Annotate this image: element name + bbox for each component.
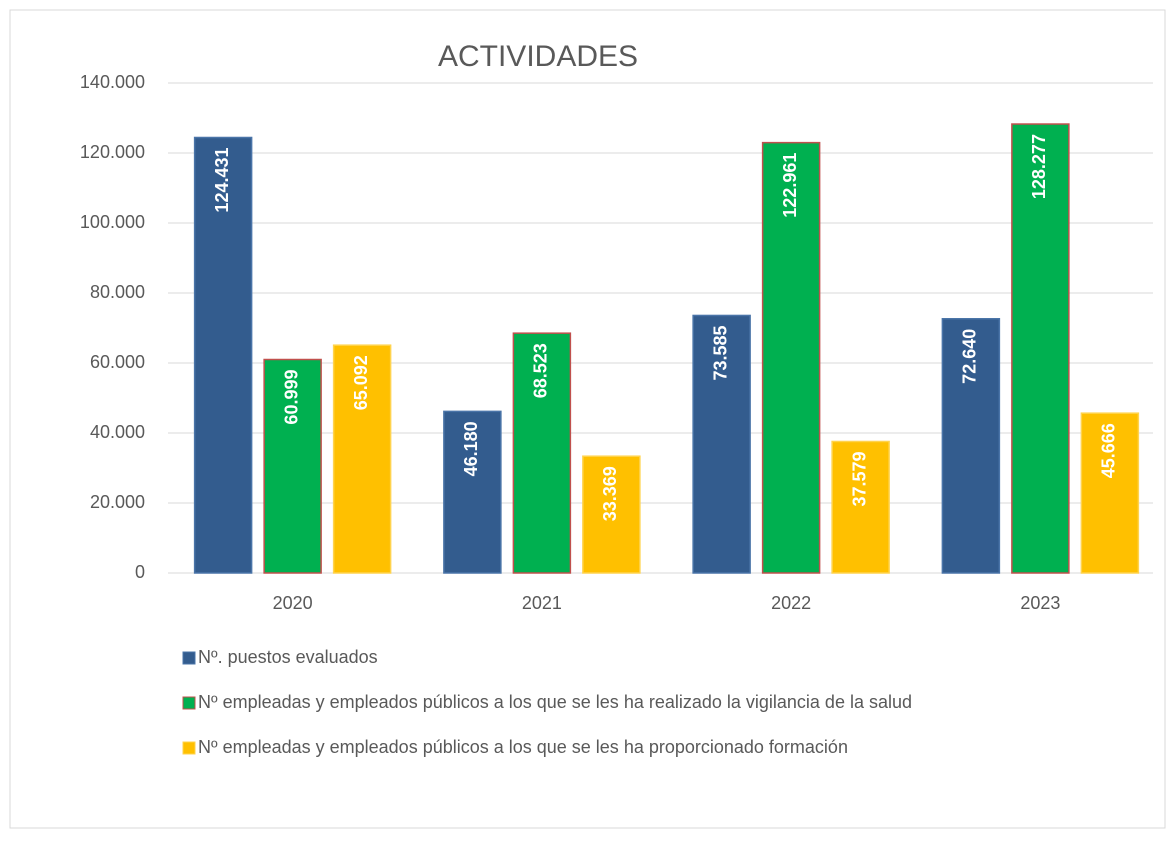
y-tick-label: 100.000: [80, 212, 145, 232]
bar: [831, 440, 890, 574]
chart-title: ACTIVIDADES: [438, 40, 638, 73]
y-tick-label: 60.000: [90, 352, 145, 372]
bar: [512, 332, 572, 574]
data-label: 68.523: [531, 343, 551, 398]
x-tick-label: 2022: [771, 593, 811, 613]
y-tick-label: 140.000: [80, 72, 145, 92]
data-label: 45.666: [1099, 423, 1119, 478]
data-label: 73.585: [710, 325, 730, 380]
y-tick-label: 80.000: [90, 282, 145, 302]
y-tick-label: 20.000: [90, 492, 145, 512]
data-label: 33.369: [600, 466, 620, 521]
bar: [1080, 412, 1140, 574]
bar: [692, 314, 751, 574]
data-label: 124.431: [212, 147, 232, 212]
bar: [941, 318, 1001, 574]
x-tick-label: 2021: [522, 593, 562, 613]
x-tick-label: 2020: [273, 593, 313, 613]
data-label: 60.999: [281, 370, 301, 425]
bar: [193, 136, 253, 574]
bar: [582, 455, 641, 574]
data-label: 122.961: [780, 153, 800, 218]
x-tick-label: 2023: [1020, 593, 1060, 613]
y-tick-label: 0: [135, 562, 145, 582]
y-tick-label: 120.000: [80, 142, 145, 162]
legend-swatch: [182, 696, 196, 710]
y-tick-label: 40.000: [90, 422, 145, 442]
legend-label: Nº empleadas y empleados públicos a los …: [198, 692, 912, 712]
legend-label: Nº empleadas y empleados públicos a los …: [198, 737, 848, 757]
data-label: 128.277: [1029, 134, 1049, 199]
bar: [263, 358, 322, 574]
data-label: 46.180: [461, 421, 481, 476]
bar: [332, 344, 392, 574]
bar: [761, 141, 821, 574]
bar: [1011, 123, 1070, 574]
data-label: 72.640: [960, 329, 980, 384]
bar: [443, 410, 502, 574]
legend-label: Nº. puestos evaluados: [198, 647, 378, 667]
legend-swatch: [182, 741, 196, 755]
data-label: 65.092: [351, 355, 371, 410]
data-label: 37.579: [849, 451, 869, 506]
legend-swatch: [182, 651, 196, 665]
